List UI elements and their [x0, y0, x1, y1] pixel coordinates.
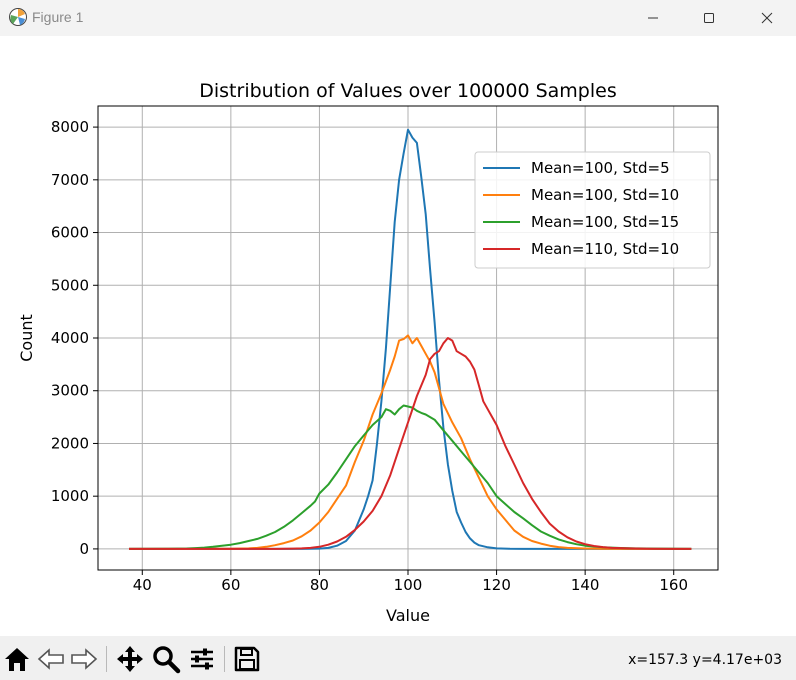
pan-move-icon [117, 646, 143, 672]
axis-ticks: 40 60 80 100 120 140 160 0 1000 2000 3000 4000 5000 6… [51, 118, 688, 594]
legend-box [474, 151, 711, 269]
y-tick-label: 6000 [51, 224, 89, 242]
close-icon [761, 12, 773, 24]
x-axis-label: Value [386, 606, 430, 625]
y-tick-label: 1000 [51, 487, 89, 505]
maximize-button[interactable] [686, 0, 732, 36]
save-floppy-icon [234, 646, 260, 672]
back-button[interactable] [36, 644, 66, 674]
save-button[interactable] [232, 644, 262, 674]
pan-button[interactable] [115, 644, 145, 674]
back-arrow-icon [37, 648, 64, 670]
x-tick-label: 100 [394, 576, 423, 594]
close-button[interactable] [744, 0, 790, 36]
x-tick-label: 140 [571, 576, 600, 594]
cursor-coordinates: x=157.3 y=4.17e+03 [628, 652, 782, 668]
legend: Mean=100, Std=5 Mean=100, Std=10 Mean=100,… [474, 151, 711, 269]
y-tick-label: 7000 [51, 171, 89, 189]
chart-title: Distribution of Values over 100000 Sampl… [199, 80, 616, 102]
navigation-toolbar: x=157.3 y=4.17e+03 [0, 636, 796, 680]
zoom-button[interactable] [151, 644, 181, 674]
series-line-1 [129, 128, 692, 550]
y-axis-label: Count [17, 314, 36, 362]
zoom-magnifier-icon [153, 646, 181, 674]
home-icon [5, 648, 29, 671]
series-lines [128, 128, 692, 550]
y-tick-label: 0 [79, 540, 89, 558]
x-tick-label: 120 [482, 576, 511, 594]
x-tick-label: 60 [221, 576, 240, 594]
window-titlebar: Figure 1 [0, 0, 796, 36]
toolbar-separator [224, 646, 225, 672]
toolbar-separator [106, 646, 107, 672]
configure-subplots-button[interactable] [187, 644, 217, 674]
y-tick-label: 4000 [51, 329, 89, 347]
maximize-icon [704, 13, 714, 23]
window-title: Figure 1 [32, 9, 84, 25]
home-button[interactable] [2, 644, 32, 674]
configure-subplots-icon [191, 648, 213, 670]
legend-label: Mean=100, Std=5 [531, 159, 670, 177]
series-line-2 [128, 334, 692, 550]
chart-svg: Distribution of Values over 100000 Sampl… [17, 80, 719, 625]
matplotlib-icon [9, 8, 27, 26]
legend-label: Mean=100, Std=10 [531, 186, 679, 204]
minimize-icon [648, 17, 658, 19]
series-line-3 [128, 404, 692, 550]
x-tick-label: 160 [659, 576, 688, 594]
minimize-button[interactable] [630, 0, 676, 36]
legend-label: Mean=110, Std=10 [531, 240, 679, 258]
x-tick-label: 40 [133, 576, 152, 594]
y-tick-label: 2000 [51, 434, 89, 452]
y-tick-label: 8000 [51, 118, 89, 136]
y-tick-label: 3000 [51, 382, 89, 400]
forward-arrow-icon [71, 648, 98, 670]
legend-label: Mean=100, Std=15 [531, 213, 679, 231]
forward-button[interactable] [69, 644, 99, 674]
x-tick-label: 80 [310, 576, 329, 594]
figure-canvas[interactable]: Distribution of Values over 100000 Sampl… [0, 36, 796, 636]
series-line-4 [129, 337, 692, 550]
y-tick-label: 5000 [51, 276, 89, 294]
